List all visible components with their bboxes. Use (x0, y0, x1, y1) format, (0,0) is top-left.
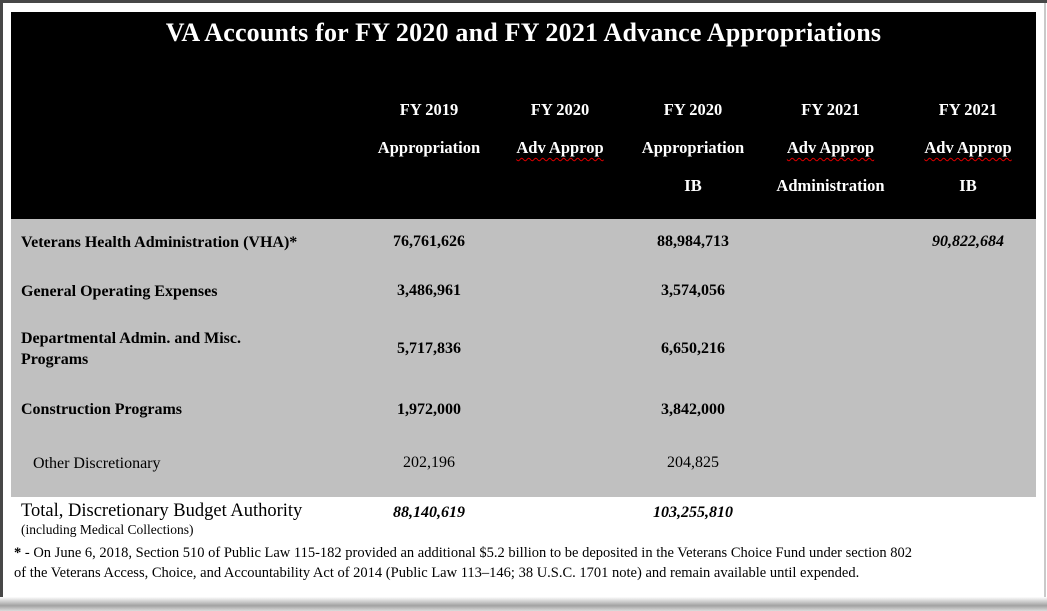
footnote-asterisk: * (14, 545, 22, 561)
frame-bottom-shadow (0, 597, 1047, 611)
table-footer-section: Total, Discretionary Budget Authority (i… (11, 497, 1036, 597)
cell-fy2019-appropriation: 5,717,836 (397, 340, 461, 357)
column-header-fy2021-adv-approp-admin: FY 2021 Adv Approp Administration (761, 91, 900, 205)
column-header-fy2020-appropriation-ib: FY 2020 Appropriation IB (625, 91, 761, 205)
column-header-year: FY 2020 (530, 100, 590, 119)
column-header-fy2021-adv-approp-ib: FY 2021 Adv Approp IB (900, 91, 1036, 205)
column-header-sub (363, 167, 495, 205)
total-fy2020-adv-approp (495, 500, 625, 504)
footnote: * - On June 6, 2018, Section 510 of Publ… (11, 543, 1036, 583)
footnote-line-1: * - On June 6, 2018, Section 510 of Publ… (14, 543, 1036, 563)
cell-fy2021-adv-approp-ib: 90,822,684 (932, 233, 1004, 250)
table-body: Veterans Health Administration (VHA)* 76… (11, 219, 1036, 497)
cell-fy2020-appropriation-ib: 204,825 (667, 454, 719, 471)
column-header-type: Appropriation (377, 138, 481, 157)
column-header-year: FY 2019 (399, 100, 459, 119)
column-header-year: FY 2021 (801, 100, 860, 119)
column-header-sub: IB (959, 176, 977, 195)
total-fy2021-adv-approp-ib (900, 500, 1036, 504)
row-label: General Operating Expenses (21, 282, 218, 300)
footnote-line-2: of the Veterans Access, Choice, and Acco… (14, 565, 860, 581)
cell-fy2019-appropriation: 1,972,000 (397, 400, 461, 418)
column-header-sub: Administration (776, 176, 885, 195)
column-header-sub: IB (684, 176, 702, 195)
spellcheck-underlined-text: Adv Approp (786, 138, 875, 157)
table-row-general-operating: General Operating Expenses 3,486,961 3,5… (11, 265, 1036, 317)
column-header-row: FY 2019 Appropriation FY 2020 Adv Approp… (11, 91, 1036, 205)
column-header-type: Adv Approp (761, 129, 900, 167)
total-label-main: Total, Discretionary Budget Authority (21, 501, 303, 521)
column-header-year: FY 2021 (938, 100, 998, 119)
spellcheck-underlined-text: Adv Approp (516, 138, 604, 157)
total-fy2021-adv-approp-admin (761, 500, 900, 504)
spellcheck-underlined-text: Adv Approp (924, 138, 1012, 157)
table-row-vha: Veterans Health Administration (VHA)* 76… (11, 219, 1036, 265)
row-label: Departmental Admin. and Misc. Programs (21, 330, 241, 368)
column-header-type: Adv Approp (900, 129, 1036, 167)
column-header-fy2019-appropriation: FY 2019 Appropriation (363, 91, 495, 205)
cell-fy2020-appropriation-ib: 3,842,000 (661, 400, 725, 418)
total-label-sub: (including Medical Collections) (21, 522, 194, 537)
column-header-type: Adv Approp (495, 129, 625, 167)
cell-fy2020-appropriation-ib: 88,984,713 (657, 233, 729, 250)
cell-fy2019-appropriation: 202,196 (403, 454, 455, 471)
frame-top-border (0, 0, 1047, 3)
cell-fy2020-appropriation-ib: 6,650,216 (661, 340, 725, 357)
table-row-construction: Construction Programs 1,972,000 3,842,00… (11, 381, 1036, 438)
total-row: Total, Discretionary Budget Authority (i… (11, 500, 1036, 538)
frame-right-border (1044, 3, 1046, 597)
table-title: VA Accounts for FY 2020 and FY 2021 Adva… (165, 18, 882, 47)
column-header-sub (495, 167, 625, 205)
row-label: Construction Programs (21, 401, 183, 418)
total-fy2020-appropriation-ib: 103,255,810 (653, 504, 733, 521)
cell-fy2020-appropriation-ib: 3,574,056 (661, 282, 725, 299)
cell-fy2019-appropriation: 76,761,626 (393, 233, 465, 250)
cell-fy2019-appropriation: 3,486,961 (397, 282, 461, 299)
column-header-type: Appropriation (641, 138, 745, 157)
table-header-band: VA Accounts for FY 2020 and FY 2021 Adva… (11, 12, 1036, 219)
total-fy2019-appropriation: 88,140,619 (393, 504, 465, 521)
row-label: Veterans Health Administration (VHA)* (21, 233, 298, 251)
column-header-fy2020-adv-approp: FY 2020 Adv Approp (495, 91, 625, 205)
table-row-other-discretionary: Other Discretionary 202,196 204,825 (11, 438, 1036, 488)
footnote-text-1: - On June 6, 2018, Section 510 of Public… (24, 545, 913, 561)
table-row-departmental-admin: Departmental Admin. and Misc. Programs 5… (11, 317, 1036, 381)
frame-left-border (0, 0, 3, 597)
column-header-year: FY 2020 (663, 100, 723, 119)
total-label: Total, Discretionary Budget Authority (i… (11, 500, 363, 538)
label-column-spacer (11, 91, 363, 205)
appropriations-table: VA Accounts for FY 2020 and FY 2021 Adva… (11, 12, 1036, 597)
row-label: Other Discretionary (33, 454, 161, 472)
